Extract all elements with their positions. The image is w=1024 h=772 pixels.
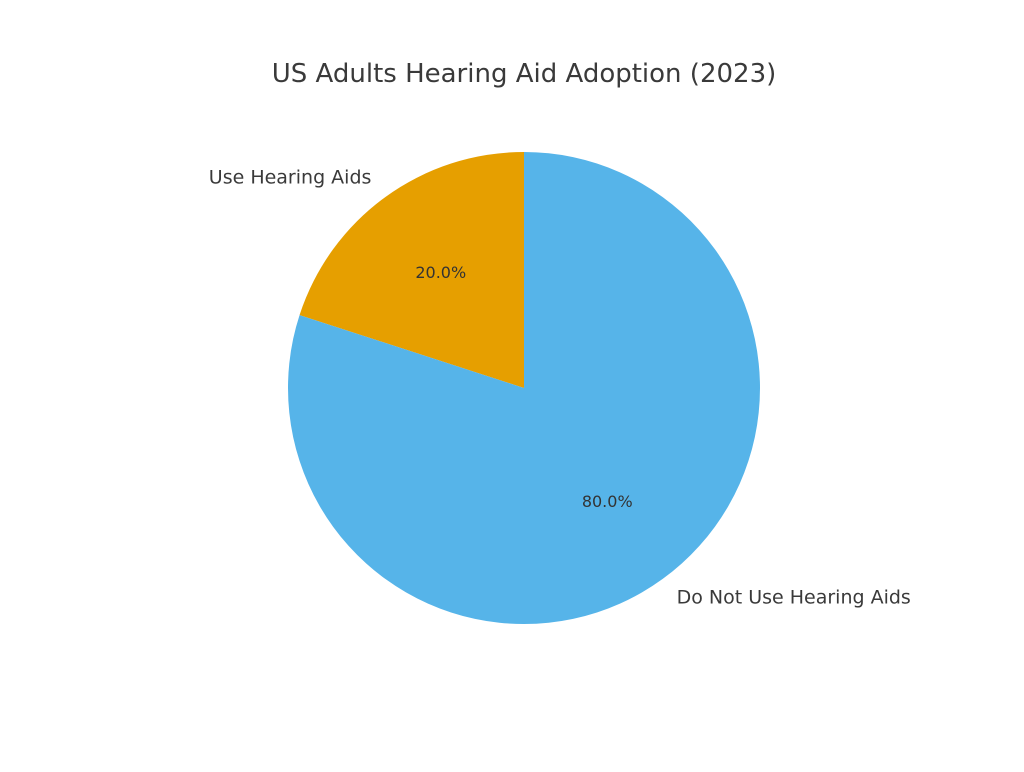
pie-slice-2 [288,152,760,624]
pie-slice-1 [299,152,524,388]
slice-category-label-1: Use Hearing Aids [209,166,372,188]
chart-title: US Adults Hearing Aid Adoption (2023) [272,59,777,89]
slice-percent-label-2: 80.0% [582,492,633,511]
pie-slices [288,152,760,624]
slice-percent-label-1: 20.0% [415,263,466,282]
slice-category-label-2: Do Not Use Hearing Aids [677,587,911,609]
pie-labels: Use Hearing Aids 20.0% Do Not Use Hearing … [209,166,911,608]
